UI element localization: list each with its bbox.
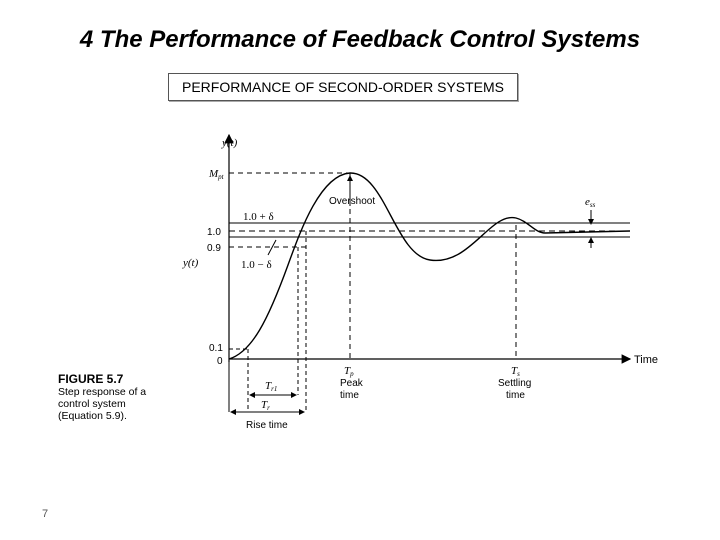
tr1-label: Tr1 [265, 380, 277, 393]
section-subtitle: PERFORMANCE OF SECOND-ORDER SYSTEMS [168, 73, 518, 101]
one-minus-delta-label: 1.0 − δ [241, 259, 272, 271]
one-minus-delta-pointer [267, 239, 277, 256]
one-label: 1.0 [207, 227, 221, 238]
settling-time-label: time [506, 390, 525, 401]
zero-label: 0 [217, 356, 223, 367]
settling-label: Settling [498, 378, 531, 389]
y-axis-label: y(t) [221, 137, 238, 149]
zero-one-label: 0.1 [209, 343, 223, 354]
step-response-curve [228, 172, 631, 360]
tr-label: Tr [261, 399, 270, 412]
tp-label: Tp [344, 365, 354, 378]
peak-label: Peak [340, 378, 364, 389]
caption-line: control system [58, 398, 126, 410]
left-curve-label: y(t) [182, 257, 199, 269]
figure-number: FIGURE 5.7 [58, 372, 124, 386]
zero-nine-label: 0.9 [207, 243, 221, 254]
overshoot-label: Overshoot [329, 196, 375, 207]
one-plus-delta-label: 1.0 + δ [243, 211, 274, 223]
mpt-label: Mpt [208, 168, 225, 181]
slide-title: 4 The Performance of Feedback Control Sy… [79, 26, 641, 53]
caption-line: Step response of a [58, 386, 147, 398]
ts-label: Ts [511, 365, 520, 378]
rise-time-label: Rise time [246, 420, 288, 431]
peak-time-label: time [340, 390, 359, 401]
ess-label: ess [585, 196, 596, 209]
x-axis-label: Time [634, 354, 658, 366]
caption-line: (Equation 5.9). [58, 410, 127, 422]
page-number: 7 [42, 508, 49, 520]
figure-caption: FIGURE 5.7 Step response of a control sy… [58, 373, 208, 422]
